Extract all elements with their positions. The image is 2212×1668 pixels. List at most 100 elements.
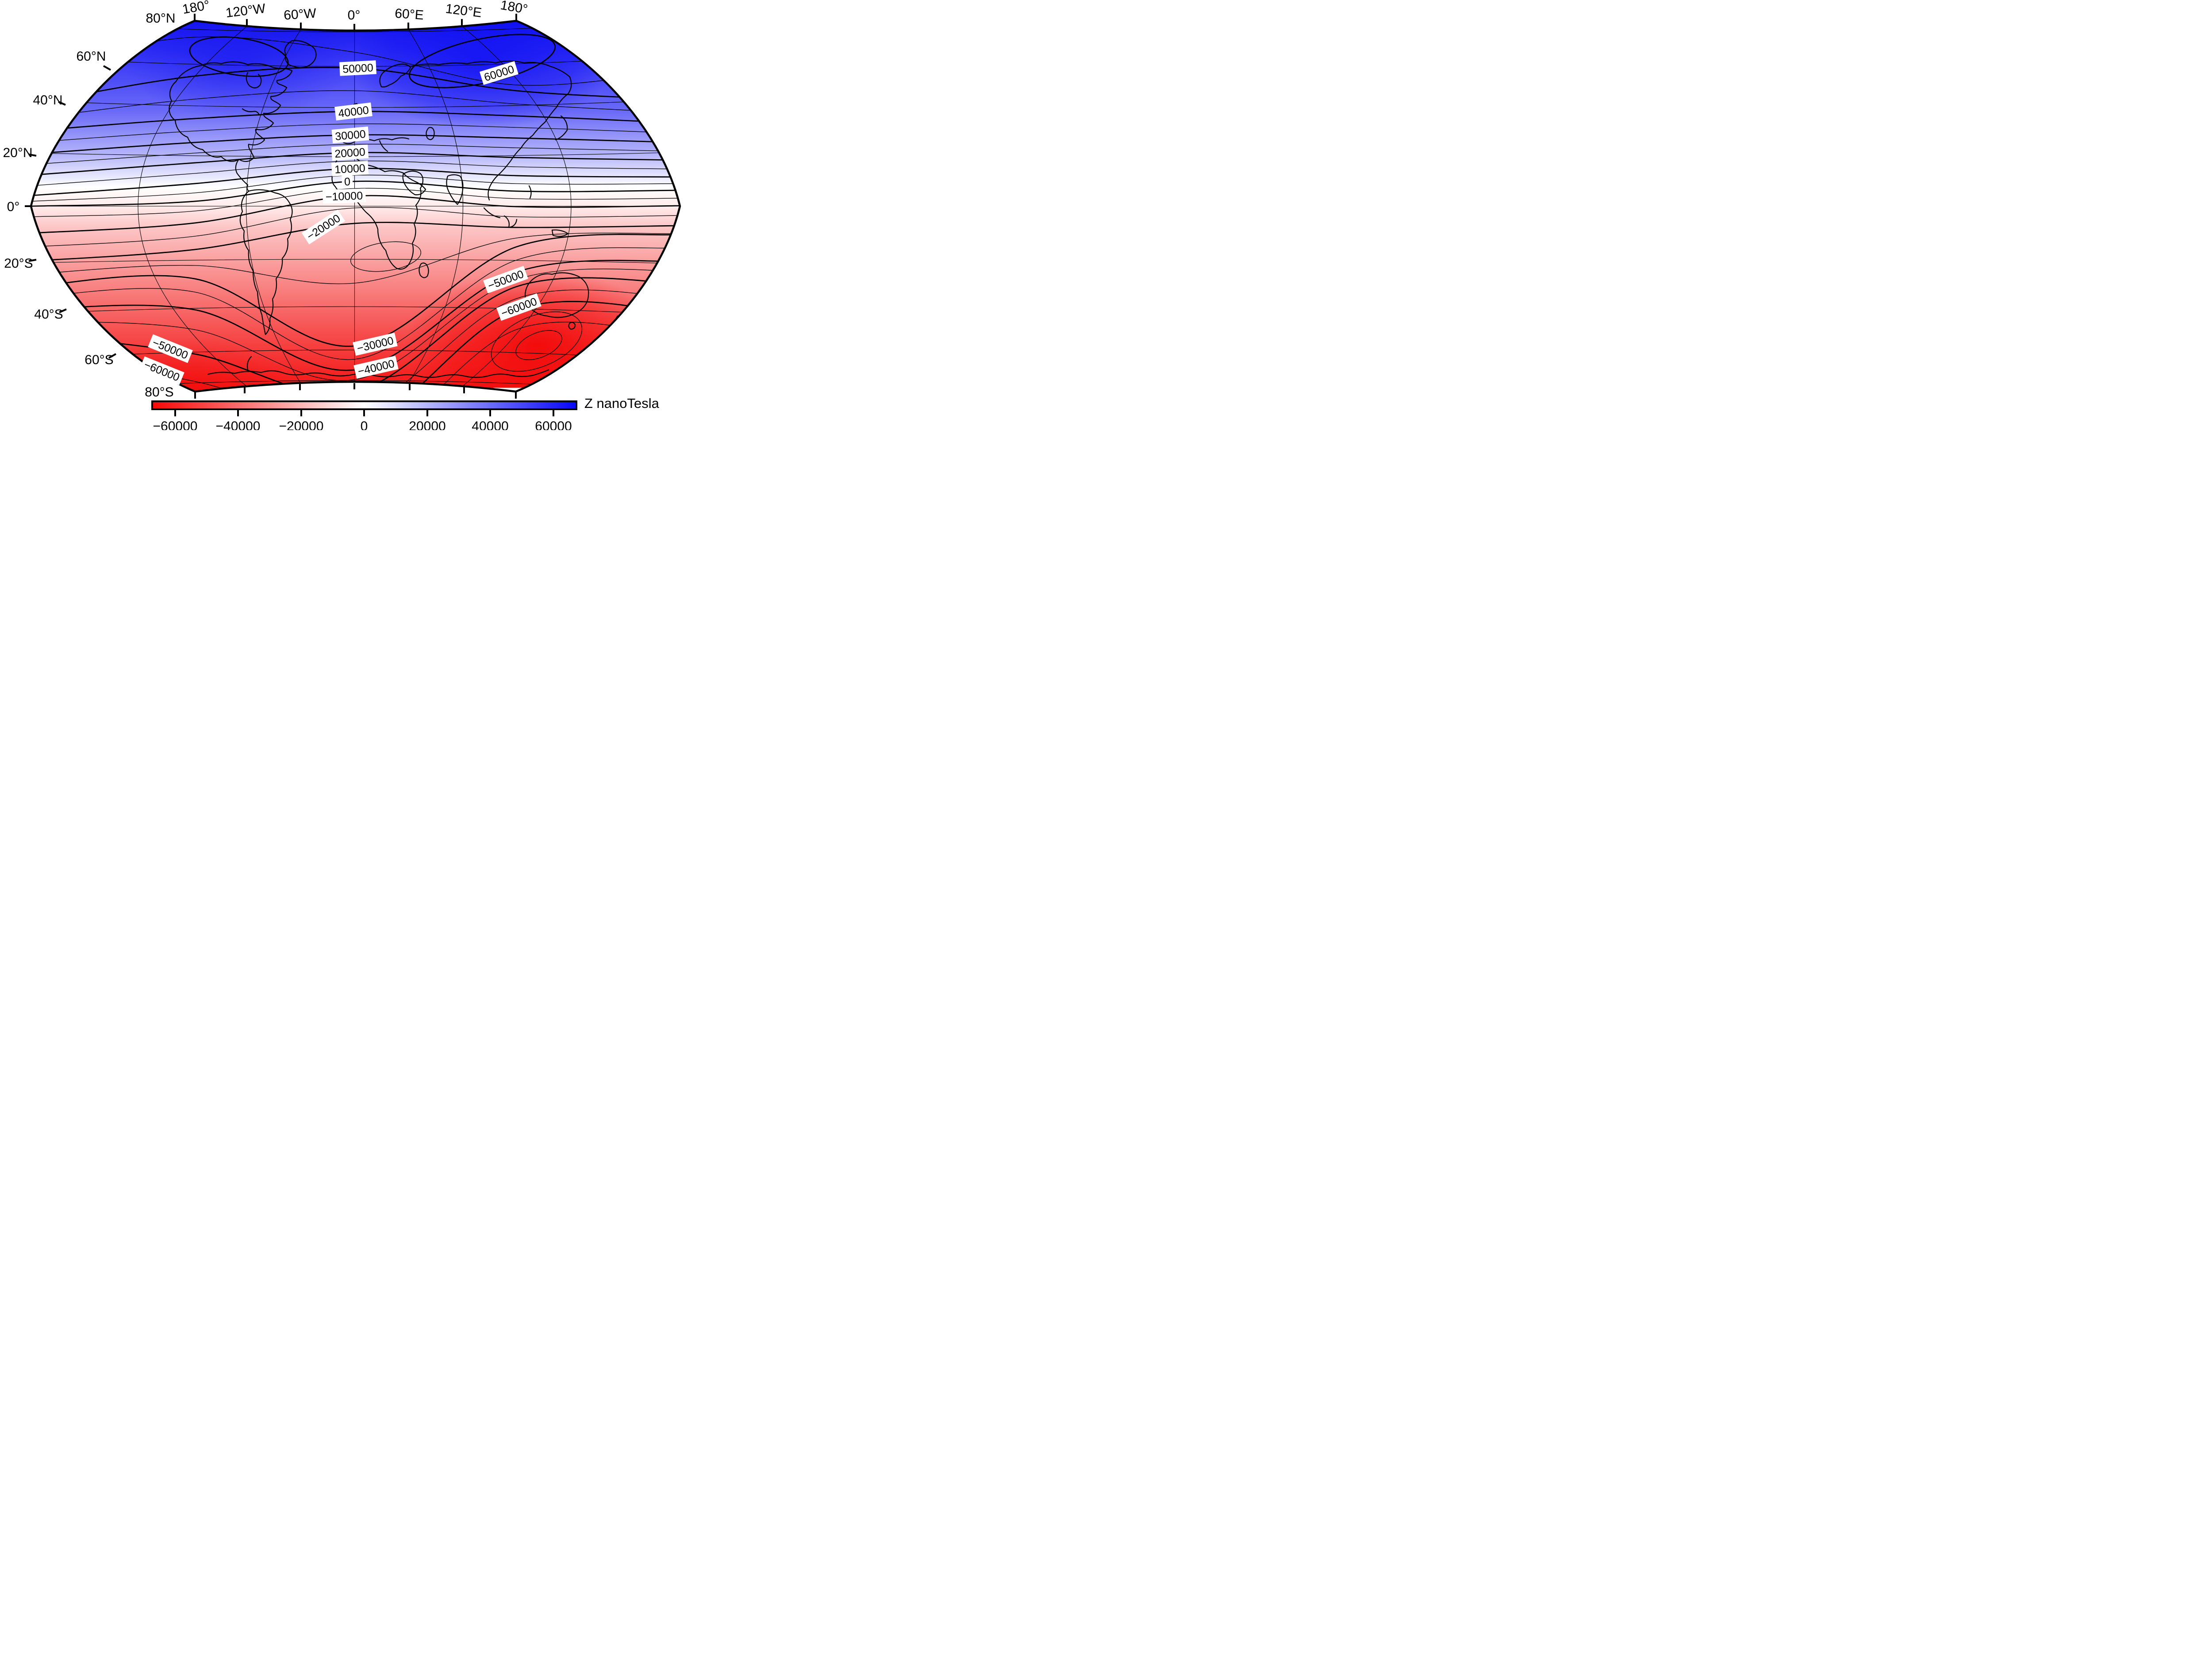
contour-label: 50000 bbox=[339, 60, 377, 76]
axis-tick bbox=[28, 259, 37, 262]
contour-label-box bbox=[331, 161, 369, 177]
contour-line--25000 bbox=[31, 232, 680, 284]
lat-label: 40°N bbox=[33, 93, 62, 108]
closed-contour--20000 bbox=[350, 241, 422, 272]
lon-label: 60°W bbox=[283, 6, 317, 23]
colorbar-tick-label: 20000 bbox=[409, 419, 445, 430]
coast-scandinavia bbox=[379, 63, 411, 88]
colorbar-tick-label: −40000 bbox=[216, 419, 261, 430]
graticule-parallel bbox=[31, 306, 666, 315]
coast-south-america bbox=[239, 189, 293, 335]
contour-label-value: 20000 bbox=[334, 146, 365, 161]
contour-label-value: −60000 bbox=[496, 389, 534, 401]
graticule-meridian bbox=[246, 29, 301, 384]
contour-label-box bbox=[496, 293, 541, 321]
axis-tick bbox=[108, 353, 116, 359]
lon-label: 60°E bbox=[394, 6, 424, 23]
contour-label-value: 0 bbox=[344, 176, 351, 188]
contour-line-0 bbox=[31, 181, 680, 207]
contour-line--20000 bbox=[31, 222, 680, 262]
map-body: −60000 bbox=[31, 21, 680, 401]
lon-label: 180° bbox=[499, 0, 529, 17]
north-siberia-high-shading bbox=[349, 21, 615, 128]
contour-label: 20000 bbox=[331, 144, 369, 161]
contour-line--65000 bbox=[31, 322, 680, 392]
contour-label-box bbox=[493, 388, 537, 392]
graticule-parallel bbox=[31, 259, 666, 264]
contour-label-box bbox=[353, 355, 399, 379]
coast-hudson-bay bbox=[246, 72, 262, 88]
contour-label: 0 bbox=[342, 174, 353, 188]
coastlines bbox=[169, 40, 624, 378]
contour-label: −10000 bbox=[322, 188, 366, 204]
lat-label: 20°N bbox=[3, 146, 32, 160]
contour-line-25000 bbox=[31, 143, 680, 165]
closed-contour-60000 bbox=[189, 36, 289, 77]
axis-tick bbox=[103, 65, 111, 71]
contour-label-box bbox=[480, 61, 518, 85]
lon-label: 120°W bbox=[225, 1, 266, 21]
lat-label: 40°S bbox=[34, 307, 63, 322]
contour-line-5000 bbox=[31, 174, 680, 202]
closed-contour--65000 bbox=[515, 330, 562, 360]
contour-line--15000 bbox=[31, 207, 680, 247]
lat-label: 20°S bbox=[4, 256, 33, 271]
colorbar-ticks: −60000 −40000 −20000 0 20000 40000 60000 bbox=[153, 410, 572, 430]
colorbar-tick-label: −20000 bbox=[279, 419, 324, 430]
colorbar-tick-label: −60000 bbox=[153, 419, 198, 430]
contour-label-box bbox=[342, 174, 353, 188]
graticule-meridian bbox=[138, 26, 248, 387]
contour-label-box bbox=[339, 60, 377, 76]
contour-line--5000 bbox=[31, 188, 680, 217]
coast-japan bbox=[555, 115, 568, 141]
coast-tasmania bbox=[568, 322, 576, 330]
contour-label: −60000 bbox=[493, 388, 537, 401]
clipped-contour-labels: −60000 bbox=[493, 388, 537, 401]
coast-antarctica bbox=[207, 356, 549, 378]
contour-line--60000 bbox=[31, 301, 680, 392]
contour-label-box bbox=[139, 356, 184, 385]
lat-label: 60°N bbox=[76, 49, 106, 64]
colorbar-gradient-bar bbox=[151, 400, 577, 410]
contour-line-35000 bbox=[31, 123, 680, 143]
contour-label-value: −10000 bbox=[326, 190, 363, 204]
lon-label: 120°E bbox=[445, 1, 482, 20]
axis-tick bbox=[28, 154, 37, 157]
colorbar: −60000 −40000 −20000 0 20000 40000 60000 Z nan… bbox=[151, 396, 660, 430]
colorbar-title: Z nanoTesla bbox=[584, 396, 660, 411]
contour-line-45000 bbox=[31, 90, 680, 119]
contour-label: 30000 bbox=[331, 126, 369, 144]
coast-east-asia bbox=[488, 76, 572, 201]
contour-label-box bbox=[148, 334, 193, 363]
contour-label: 10000 bbox=[331, 161, 369, 177]
map-canvas: −60000 50000400003000020000100000−10000−… bbox=[3, 0, 681, 430]
contour-line--35000 bbox=[31, 247, 680, 360]
graticule-meridian bbox=[408, 29, 464, 384]
contour-label-value: 50000 bbox=[342, 61, 374, 76]
coast-siberia-north bbox=[411, 60, 571, 78]
geomagnetic-z-map-figure: −60000 50000400003000020000100000−10000−… bbox=[0, 0, 684, 430]
lat-label: 60°S bbox=[84, 353, 113, 367]
lon-label: 180° bbox=[181, 0, 211, 17]
axis-tick bbox=[59, 308, 67, 313]
lat-label: 80°S bbox=[145, 385, 173, 400]
colorbar-tick-label: 60000 bbox=[535, 419, 572, 430]
lon-label: 0° bbox=[348, 8, 361, 23]
lat-label: 0° bbox=[7, 200, 20, 214]
contour-label-box bbox=[331, 126, 369, 144]
closed-contour--65000 bbox=[491, 311, 583, 372]
contour-label-box bbox=[334, 102, 373, 121]
contour-label-value: 10000 bbox=[334, 162, 366, 176]
contour-label-box bbox=[331, 144, 369, 161]
colorbar-tick-label: 0 bbox=[361, 419, 368, 430]
contour-line--45000 bbox=[31, 269, 680, 381]
lat-label: 80°N bbox=[146, 11, 175, 26]
coast-madagascar bbox=[419, 262, 429, 278]
graticule-meridian bbox=[461, 26, 572, 387]
contour-line-15000 bbox=[31, 161, 680, 186]
coast-central-america bbox=[235, 158, 250, 192]
coast-great-lakes bbox=[242, 108, 260, 116]
contour-label-box bbox=[483, 265, 528, 294]
axis-ticks-and-labels: 180° 120°W 60°W 0° 60°E 120°E 180° 80°N 60°N 40°N… bbox=[3, 0, 529, 400]
contour-label-value: 30000 bbox=[334, 128, 366, 143]
